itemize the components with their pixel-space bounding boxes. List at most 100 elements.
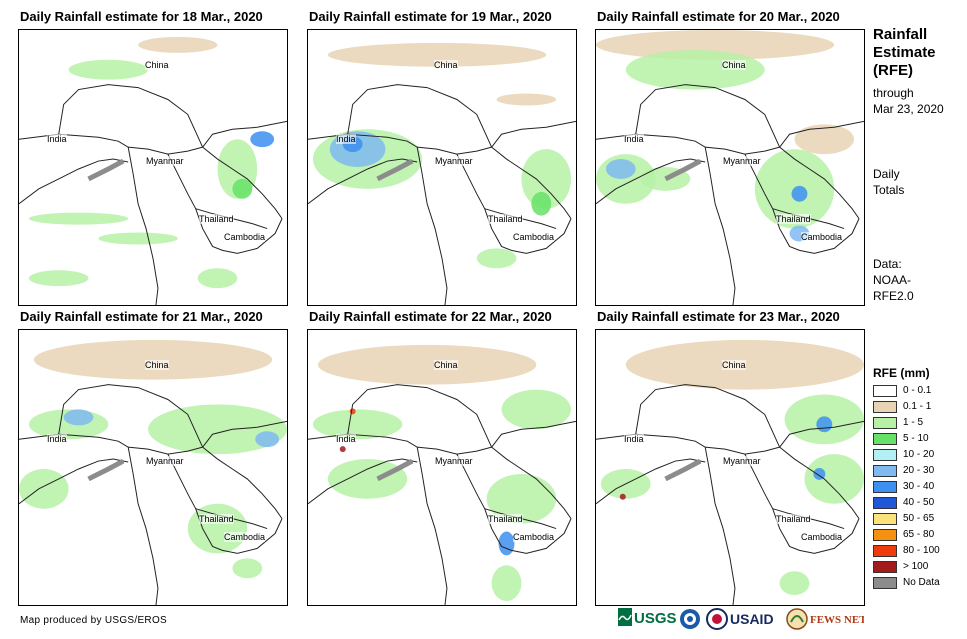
country-border bbox=[491, 120, 576, 148]
country-border bbox=[19, 458, 129, 505]
no-data-area bbox=[376, 458, 414, 482]
legend-label: 10 - 20 bbox=[903, 449, 935, 460]
legend-label: > 100 bbox=[903, 561, 929, 572]
legend-swatch bbox=[873, 513, 897, 525]
rainfall-area bbox=[816, 416, 833, 433]
legend-swatch bbox=[873, 465, 897, 477]
rainfall-map: China India Myanmar Thailand Cambodia bbox=[18, 329, 288, 606]
through-label: through bbox=[873, 86, 914, 100]
rainfall-area bbox=[250, 131, 275, 148]
through-date: Mar 23, 2020 bbox=[873, 102, 944, 116]
country-border bbox=[58, 384, 204, 448]
legend-title: RFE (mm) bbox=[873, 366, 930, 380]
usgs-logo: USGS bbox=[618, 608, 700, 629]
map-label-thailand: Thailand bbox=[199, 514, 234, 524]
rainfall-map: China India Myanmar Thailand Cambodia bbox=[595, 329, 865, 606]
country-border bbox=[596, 158, 706, 205]
legend-item: 50 - 65 bbox=[873, 511, 963, 527]
country-border bbox=[635, 384, 781, 448]
map-label-thailand: Thailand bbox=[488, 514, 523, 524]
country-border bbox=[779, 420, 864, 448]
no-data-area bbox=[664, 458, 702, 482]
country-border bbox=[779, 120, 864, 148]
rainfall-area bbox=[339, 446, 346, 453]
data-source-line: NOAA- bbox=[873, 273, 912, 287]
rainfall-area bbox=[197, 268, 238, 289]
country-border bbox=[308, 433, 492, 455]
legend-label: 30 - 40 bbox=[903, 481, 935, 492]
no-data-area bbox=[87, 158, 125, 182]
map-label-myanmar: Myanmar bbox=[146, 156, 184, 166]
map-credit: Map produced by USGS/EROS bbox=[20, 615, 168, 626]
rainfall-area bbox=[804, 454, 864, 504]
legend-label: 65 - 80 bbox=[903, 529, 935, 540]
rainfall-area bbox=[476, 248, 517, 269]
country-border bbox=[596, 433, 780, 455]
legend-item: 1 - 5 bbox=[873, 415, 963, 431]
country-border bbox=[308, 458, 418, 505]
panel-title: Daily Rainfall estimate for 20 Mar., 202… bbox=[597, 9, 840, 24]
rainfall-map: China India Myanmar Thailand Cambodia bbox=[595, 29, 865, 306]
rainfall-area bbox=[327, 459, 408, 499]
data-source-line: Data: bbox=[873, 257, 902, 271]
legend-item: 0.1 - 1 bbox=[873, 399, 963, 415]
legend-item: 80 - 100 bbox=[873, 543, 963, 559]
map-canvas bbox=[19, 339, 287, 605]
map-canvas bbox=[308, 344, 576, 605]
country-border bbox=[491, 420, 576, 448]
rainfall-area bbox=[68, 59, 149, 80]
totals-line: Totals bbox=[873, 183, 905, 197]
legend-swatch bbox=[873, 417, 897, 429]
rainfall-area bbox=[498, 531, 515, 556]
legend-item: 10 - 20 bbox=[873, 447, 963, 463]
legend: 0 - 0.1 0.1 - 1 1 - 5 5 - 10 10 - 20 20 - 30 3… bbox=[873, 383, 963, 591]
legend-item: 30 - 40 bbox=[873, 479, 963, 495]
country-border bbox=[456, 153, 572, 254]
legend-swatch bbox=[873, 561, 897, 573]
legend-label: 1 - 5 bbox=[903, 417, 924, 428]
sidebar-title: Rainfall Estimate (RFE) bbox=[873, 26, 936, 80]
map-canvas bbox=[596, 30, 864, 305]
rainfall-area bbox=[501, 389, 572, 430]
legend-item: 0 - 0.1 bbox=[873, 383, 963, 399]
country-border bbox=[127, 147, 159, 305]
rainfall-area bbox=[349, 408, 356, 415]
panel-title: Daily Rainfall estimate for 22 Mar., 202… bbox=[309, 309, 552, 324]
map-label-myanmar: Myanmar bbox=[435, 456, 473, 466]
country-border bbox=[19, 133, 203, 155]
country-border bbox=[416, 447, 448, 605]
map-label-myanmar: Myanmar bbox=[723, 156, 761, 166]
rainfall-area bbox=[605, 159, 636, 179]
panel-title: Daily Rainfall estimate for 19 Mar., 202… bbox=[309, 9, 552, 24]
fewsnet-logo: FEWS NET bbox=[786, 608, 864, 630]
legend-item: No Data bbox=[873, 575, 963, 591]
rainfall-area bbox=[486, 473, 557, 524]
map-label-thailand: Thailand bbox=[488, 214, 523, 224]
no-data-area bbox=[664, 158, 702, 182]
map-label-china: China bbox=[434, 360, 458, 370]
title-line: (RFE) bbox=[873, 62, 913, 79]
country-border bbox=[347, 384, 493, 448]
legend-item: > 100 bbox=[873, 559, 963, 575]
legend-label: 80 - 100 bbox=[903, 545, 940, 556]
country-border bbox=[704, 447, 736, 605]
usaid-logo-text: USAID bbox=[730, 611, 774, 627]
legend-item: 40 - 50 bbox=[873, 495, 963, 511]
data-source-line: RFE2.0 bbox=[873, 289, 914, 303]
map-label-china: China bbox=[145, 60, 169, 70]
totals-line: Daily bbox=[873, 167, 900, 181]
country-border bbox=[704, 147, 736, 305]
country-border bbox=[127, 447, 159, 605]
country-border bbox=[635, 84, 781, 148]
no-data-area bbox=[87, 458, 125, 482]
rainfall-area bbox=[33, 339, 273, 380]
title-line: Estimate bbox=[873, 44, 936, 61]
rainfall-area bbox=[794, 124, 855, 155]
map-canvas bbox=[596, 339, 864, 605]
legend-swatch bbox=[873, 481, 897, 493]
map-label-india: India bbox=[624, 134, 644, 144]
country-border bbox=[202, 120, 287, 148]
rainfall-area bbox=[813, 467, 826, 480]
country-border bbox=[779, 146, 860, 219]
rainfall-area bbox=[63, 409, 94, 426]
